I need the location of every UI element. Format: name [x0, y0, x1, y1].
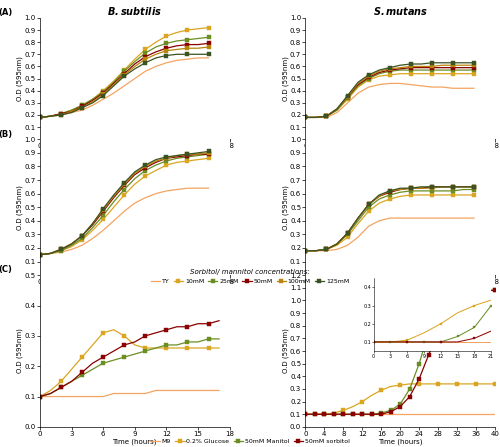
Text: Sorbitol/ mannitol concentrations:: Sorbitol/ mannitol concentrations: — [190, 269, 310, 275]
Title: $\bfit{B. subtilis}$: $\bfit{B. subtilis}$ — [108, 5, 162, 17]
X-axis label: Time (hours): Time (hours) — [378, 439, 422, 445]
Text: (B): (B) — [0, 130, 12, 139]
Y-axis label: O.D (595nm): O.D (595nm) — [16, 56, 23, 101]
Text: (C): (C) — [0, 265, 12, 274]
X-axis label: Time (hours): Time (hours) — [112, 439, 157, 445]
X-axis label: Time (hours): Time (hours) — [378, 151, 422, 157]
Y-axis label: O.D (595nm): O.D (595nm) — [282, 329, 288, 373]
X-axis label: Time (hours): Time (hours) — [112, 287, 157, 293]
Title: $\bfit{S. mutans}$: $\bfit{S. mutans}$ — [372, 5, 428, 17]
Y-axis label: O.D (595nm): O.D (595nm) — [16, 329, 23, 373]
Legend: TY, 10mM, 25mM, 50mM, 100mM, 125mM: TY, 10mM, 25mM, 50mM, 100mM, 125mM — [151, 279, 349, 284]
Y-axis label: O.D (595nm): O.D (595nm) — [282, 56, 288, 101]
X-axis label: Time (hours): Time (hours) — [378, 287, 422, 293]
Y-axis label: O.D (595nm): O.D (595nm) — [282, 185, 288, 230]
Text: (A): (A) — [0, 8, 12, 17]
Legend: M9, 0.2% Glucose, 50mM Manitol, 50mM sorbitol: M9, 0.2% Glucose, 50mM Manitol, 50mM sor… — [150, 439, 350, 444]
Y-axis label: O.D (595nm): O.D (595nm) — [16, 185, 23, 230]
X-axis label: Time (hours): Time (hours) — [112, 151, 157, 157]
